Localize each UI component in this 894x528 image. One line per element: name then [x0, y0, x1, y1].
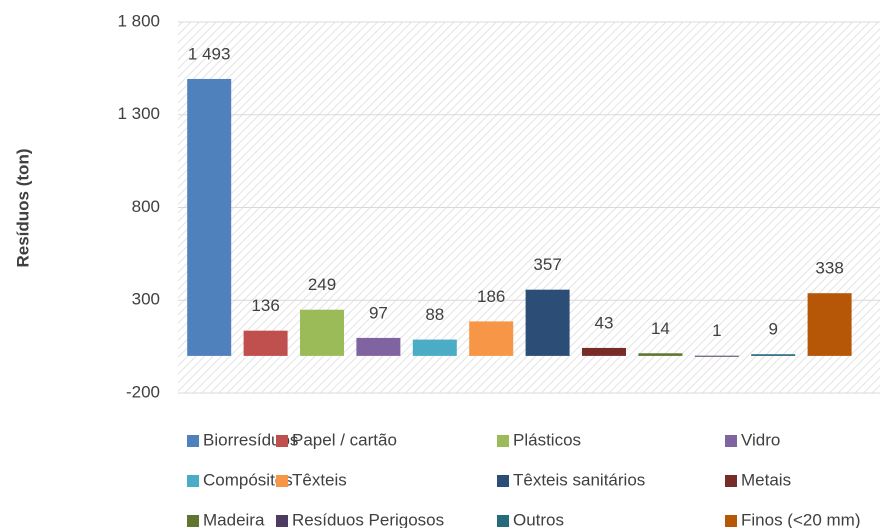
data-label: 357 — [533, 255, 561, 274]
y-tick-label: 1 300 — [117, 104, 160, 123]
legend-label: Papel / cartão — [292, 430, 397, 449]
bar — [300, 309, 344, 356]
legend-swatch — [497, 515, 509, 527]
bar — [582, 347, 626, 356]
legend-swatch — [187, 515, 199, 527]
legend-swatch — [276, 475, 288, 487]
legend-swatch — [187, 475, 199, 487]
legend-label: Têxteis — [292, 470, 347, 489]
bar — [694, 355, 739, 357]
y-axis-label: Resíduos (ton) — [13, 149, 32, 268]
data-label: 1 493 — [188, 44, 231, 63]
legend-label: Têxteis sanitários — [513, 470, 645, 489]
legend-swatch — [497, 475, 509, 487]
bar — [187, 78, 232, 356]
legend-swatch — [725, 475, 737, 487]
legend-swatch — [276, 515, 288, 527]
y-tick-label: 300 — [132, 290, 160, 309]
bar — [469, 321, 514, 356]
legend-swatch — [497, 435, 509, 447]
bar — [356, 337, 401, 356]
data-label: 43 — [595, 313, 614, 332]
legend-label: Resíduos Perigosos — [292, 510, 444, 528]
data-label: 14 — [651, 319, 670, 338]
data-label: 97 — [369, 303, 388, 322]
bar — [243, 330, 288, 356]
y-tick-label: 1 800 — [117, 11, 160, 30]
legend-swatch — [725, 435, 737, 447]
legend-label: Compósitos — [203, 470, 293, 489]
bar — [807, 293, 852, 356]
data-label: 1 — [712, 321, 721, 340]
data-label: 338 — [815, 259, 843, 278]
bar — [638, 353, 683, 356]
y-tick-label: 800 — [132, 197, 160, 216]
bar — [751, 354, 796, 356]
legend-label: Madeira — [203, 510, 265, 528]
legend-label: Finos (<20 mm) — [741, 510, 861, 528]
data-label: 9 — [768, 320, 777, 339]
legend-label: Vidro — [741, 430, 780, 449]
legend-label: Plásticos — [513, 430, 581, 449]
legend-label: Biorresíduos — [203, 430, 298, 449]
bar — [525, 289, 570, 356]
legend-swatch — [276, 435, 288, 447]
legend-swatch — [725, 515, 737, 527]
legend-swatch — [187, 435, 199, 447]
legend-label: Outros — [513, 510, 564, 528]
legend-label: Metais — [741, 470, 791, 489]
bar — [412, 339, 457, 356]
data-label: 186 — [477, 287, 505, 306]
data-label: 136 — [251, 296, 279, 315]
data-label: 249 — [308, 275, 336, 294]
y-tick-label: -200 — [126, 382, 160, 401]
data-label: 88 — [425, 305, 444, 324]
